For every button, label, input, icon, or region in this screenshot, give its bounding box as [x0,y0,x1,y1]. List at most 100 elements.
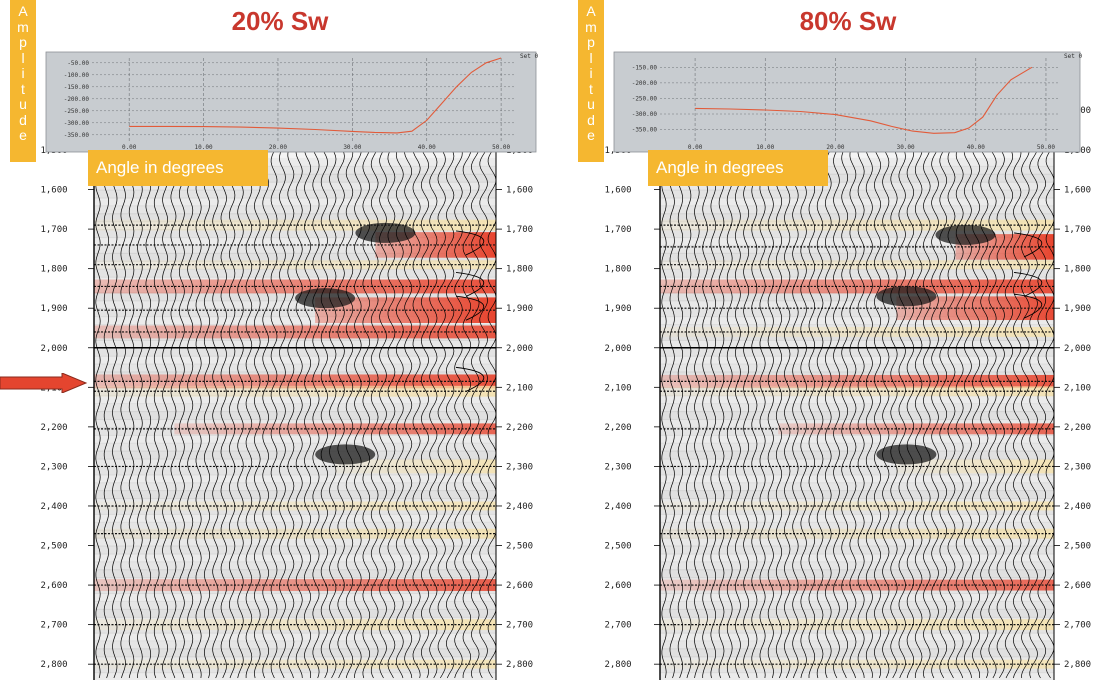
x-tick-label: 50.00 [1037,144,1055,151]
gray-band [660,600,1054,610]
wiggle-trace [906,149,915,679]
right-depth-label: 2,500 [506,542,533,552]
depth-tick-label: 2,300 [604,462,631,472]
right-depth-label: 2,300 [1064,462,1091,472]
gray-band [660,434,1054,444]
depth-tick-label: 2,100 [604,383,631,393]
depth-tick-label: 1,600 [604,186,631,196]
wiggle-trace [841,149,849,679]
gray-band [94,458,496,468]
wiggle-trace [890,149,898,679]
gray-band [94,268,496,278]
gray-band [94,505,496,515]
wiggle-trace [1013,149,1022,679]
right-depth-label: 2,200 [1064,423,1091,433]
amplitude-letter: t [21,80,25,97]
wiggle-trace [345,149,354,679]
gray-band [94,403,496,413]
gray-band [94,165,496,175]
wiggle-trace [988,149,997,679]
depth-tick-label: 2,700 [40,621,67,631]
right-depth-label: 2,300 [506,462,533,472]
gray-band [94,569,496,579]
wiggle-trace [1021,149,1030,679]
gray-band [94,600,496,610]
reflector-band [335,459,496,474]
right-depth-label: 2,600 [1064,581,1091,591]
wiggle-trace [170,149,177,679]
right-depth-label: 2,000 [506,344,533,354]
panel-20-sw: 1,5001,6001,7001,8001,9002,0002,1002,200… [10,0,550,680]
gray-band [660,466,1054,476]
gray-band [660,229,1054,239]
gray-band [660,672,1054,680]
gray-band [660,521,1054,531]
wiggle-trace [320,149,328,679]
gray-band [94,339,496,349]
wiggle-trace [287,149,295,679]
depth-tick-label: 2,800 [40,660,67,670]
right-depth-label: 2,100 [1064,383,1091,393]
gray-band [94,545,496,555]
edge-bulge [1013,232,1043,258]
y-tick-label: -150.00 [64,84,90,91]
gray-band [94,157,496,167]
x-tick-label: 40.00 [418,144,436,151]
amplitude-letter: l [589,49,593,66]
right-depth-label: 1,700 [506,225,533,235]
gray-band [94,189,496,199]
gray-band [660,252,1054,262]
right-depth-label: 1,900 [506,304,533,314]
x-tick-label: 10.00 [756,144,774,151]
panel-title: 80% Sw [799,6,897,36]
wiggle-trace [337,149,345,679]
gray-band [94,474,496,484]
amplitude-curve [129,57,502,134]
chart-panel-20-sw: 1,5001,6001,7001,8001,9002,0002,1002,200… [40,51,538,680]
y-tick-label: -350.00 [632,127,658,134]
edge-bulge [455,366,485,392]
wiggle-trace [420,149,429,679]
arrow-pointer-icon [0,373,88,394]
gray-band [94,292,496,302]
wiggle-trace [661,149,667,679]
seismic-section: 1,5001,6001,7001,8001,9002,0002,1002,200… [40,106,533,680]
edge-bulge [455,272,485,297]
amplitude-letter: e [587,127,595,143]
edge-bulge [1013,272,1043,297]
depth-tick-label: 2,200 [40,423,67,433]
depth-tick-label: 2,200 [604,423,631,433]
gray-band [660,450,1054,460]
wiggle-trace [865,149,873,679]
wiggle-trace [245,149,253,678]
wiggle-trace [462,149,472,678]
amplitude-letter: i [589,65,593,81]
gray-band [660,442,1054,452]
depth-tick-label: 1,600 [40,186,67,196]
wiggle-trace [220,149,227,679]
y-tick-label: -300.00 [64,120,90,127]
right-depth-label: 1,800 [506,265,533,275]
wiggle-trace [153,149,160,679]
right-depth-label: 2,500 [1064,542,1091,552]
wiggle-trace [751,149,758,679]
gray-band [660,300,1054,310]
amplitude-chart-background [45,51,537,153]
wiggle-trace [128,149,135,679]
wiggle-trace [446,149,455,679]
amplitude-curve [695,66,1033,134]
gray-band [94,450,496,460]
depth-tick-label: 2,000 [40,344,67,354]
wiggle-trace [898,149,906,679]
wiggle-trace [270,149,278,679]
depth-tick-label: 2,500 [604,542,631,552]
gray-band [660,165,1054,175]
gray-band [94,561,496,571]
right-depth-label: 1,700 [1064,225,1091,235]
depth-tick-label: 2,600 [604,581,631,591]
wiggle-trace [743,149,750,679]
angle-axis-label: Angle in degrees [88,150,268,186]
right-depth-label: 2,100 [506,383,533,393]
wiggle-trace [710,149,717,679]
gray-band [94,173,496,183]
